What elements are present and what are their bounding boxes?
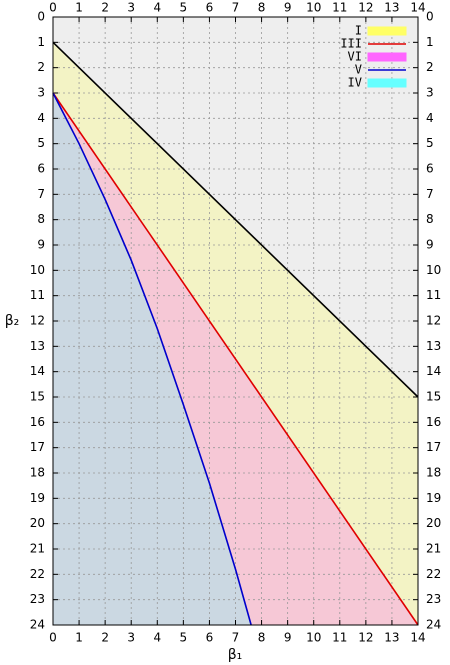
x-tick-label: 14 [410, 631, 425, 645]
y-tick-label: 3 [37, 86, 45, 100]
y-tick-label: 8 [37, 212, 45, 226]
y-tick-label: 16 [30, 415, 45, 429]
x-tick-label: 5 [180, 631, 188, 645]
y-tick-label: 21 [426, 542, 441, 556]
y-tick-label: 19 [30, 491, 45, 505]
legend-label: III [340, 37, 362, 51]
x-tick-label: 5 [180, 1, 188, 15]
y-tick-label: 4 [426, 111, 434, 125]
y-tick-label: 7 [37, 187, 45, 201]
x-tick-label: 10 [306, 1, 321, 15]
y-tick-label: 15 [30, 390, 45, 404]
y-tick-label: 23 [426, 592, 441, 606]
x-axis-label: β₁ [228, 647, 243, 663]
y-tick-label: 18 [426, 466, 441, 480]
y-tick-label: 20 [426, 516, 441, 530]
legend-label: IV [348, 76, 362, 90]
x-tick-label: 0 [49, 631, 57, 645]
x-tick-label: 2 [101, 1, 109, 15]
y-tick-label: 18 [30, 466, 45, 480]
x-tick-label: 1 [75, 1, 83, 15]
y-tick-label: 11 [30, 288, 45, 302]
x-tick-label: 12 [358, 631, 373, 645]
y-tick-label: 9 [37, 238, 45, 252]
x-tick-label: 6 [206, 1, 214, 15]
y-tick-label: 2 [37, 60, 45, 74]
x-tick-label: 1 [75, 631, 83, 645]
x-tick-label: 4 [153, 631, 161, 645]
x-tick-label: 7 [232, 1, 240, 15]
x-tick-label: 11 [332, 1, 347, 15]
x-tick-label: 10 [306, 631, 321, 645]
y-tick-label: 22 [30, 567, 45, 581]
x-tick-label: 8 [258, 631, 266, 645]
y-tick-label: 24 [426, 618, 441, 632]
x-tick-label: 9 [284, 631, 292, 645]
x-tick-label: 8 [258, 1, 266, 15]
x-tick-label: 0 [49, 1, 57, 15]
x-tick-label: 3 [127, 631, 135, 645]
y-tick-label: 11 [426, 288, 441, 302]
legend-label: I [355, 24, 362, 38]
x-tick-label: 11 [332, 631, 347, 645]
x-tick-label: 13 [384, 631, 399, 645]
y-tick-label: 21 [30, 542, 45, 556]
y-tick-label: 10 [30, 263, 45, 277]
x-tick-label: 12 [358, 1, 373, 15]
plot-frame [52, 16, 419, 626]
x-tick-label: 3 [127, 1, 135, 15]
y-tick-label: 17 [30, 440, 45, 454]
y-tick-label: 7 [426, 187, 434, 201]
curve [52, 92, 252, 626]
y-tick-label: 6 [37, 162, 45, 176]
legend-swatch [367, 52, 407, 62]
curve [52, 41, 419, 398]
y-tick-label: 12 [426, 314, 441, 328]
y-tick-label: 13 [30, 339, 45, 353]
x-tick-label: 9 [284, 1, 292, 15]
curve [52, 92, 419, 626]
legend-label: V [355, 63, 362, 77]
legend-label: VI [348, 50, 362, 64]
y-axis-label: β₂ [5, 313, 20, 329]
area [53, 93, 418, 625]
y-tick-label: 15 [426, 390, 441, 404]
x-tick-label: 13 [384, 1, 399, 15]
y-tick-label: 19 [426, 491, 441, 505]
y-tick-label: 14 [30, 364, 45, 378]
x-tick-label: 7 [232, 631, 240, 645]
y-tick-label: 24 [30, 618, 45, 632]
y-tick-label: 13 [426, 339, 441, 353]
y-tick-label: 14 [426, 364, 441, 378]
y-tick-label: 9 [426, 238, 434, 252]
y-tick-label: 5 [37, 136, 45, 150]
y-tick-label: 1 [426, 35, 434, 49]
y-tick-label: 16 [426, 415, 441, 429]
y-tick-label: 2 [426, 60, 434, 74]
y-tick-label: 1 [37, 35, 45, 49]
y-tick-label: 5 [426, 136, 434, 150]
y-tick-label: 0 [37, 10, 45, 24]
y-tick-label: 3 [426, 86, 434, 100]
y-tick-label: 20 [30, 516, 45, 530]
legend-swatch [367, 26, 407, 36]
x-tick-label: 4 [153, 1, 161, 15]
y-tick-label: 4 [37, 111, 45, 125]
legend-swatch [367, 78, 407, 88]
x-tick-label: 2 [101, 631, 109, 645]
y-tick-label: 12 [30, 314, 45, 328]
y-tick-label: 8 [426, 212, 434, 226]
y-tick-label: 17 [426, 440, 441, 454]
y-tick-label: 10 [426, 263, 441, 277]
x-tick-label: 14 [410, 1, 425, 15]
y-tick-label: 6 [426, 162, 434, 176]
y-tick-label: 0 [426, 10, 434, 24]
x-tick-label: 6 [206, 631, 214, 645]
y-tick-label: 22 [426, 567, 441, 581]
y-tick-label: 23 [30, 592, 45, 606]
